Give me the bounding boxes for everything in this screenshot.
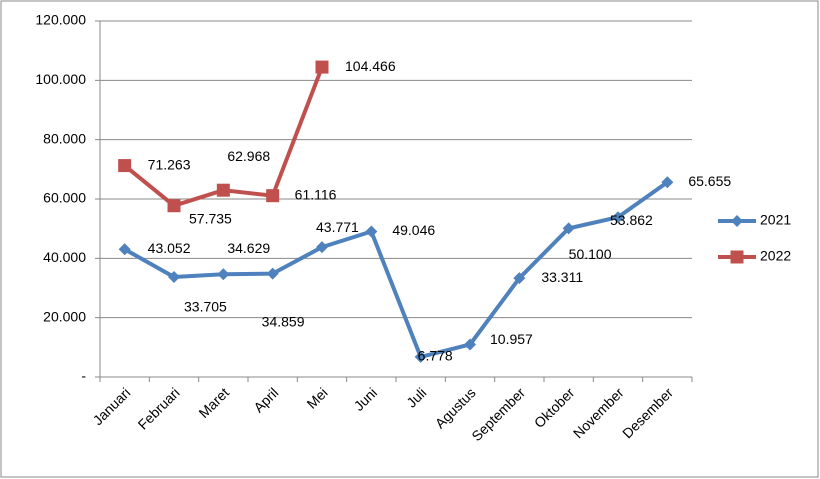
marker: [365, 225, 378, 238]
data-label: 6.778: [418, 348, 453, 364]
data-label: 104.466: [345, 58, 396, 74]
data-label: 33.705: [184, 299, 227, 315]
marker: [464, 338, 476, 351]
y-tick-label: 40.000: [43, 249, 86, 265]
legend-marker: [731, 215, 743, 227]
legend-label: 2022: [760, 248, 791, 264]
marker: [168, 271, 180, 284]
marker: [316, 241, 328, 254]
y-tick-label: 100.000: [35, 71, 86, 87]
marker: [216, 183, 230, 197]
data-label: 53.862: [610, 212, 653, 228]
y-tick-label: -: [81, 368, 86, 384]
legend-label: 2021: [760, 212, 791, 228]
marker: [612, 211, 624, 224]
marker: [167, 199, 181, 213]
legend-marker: [730, 250, 744, 264]
data-label: 61.116: [295, 186, 337, 202]
marker: [513, 272, 526, 285]
marker: [414, 350, 427, 363]
data-label: 34.629: [227, 240, 270, 256]
data-label: 57.735: [189, 210, 232, 226]
data-label: 65.655: [688, 173, 731, 189]
marker: [315, 60, 329, 74]
y-tick-label: 60.000: [43, 190, 86, 206]
data-label: 10.957: [490, 331, 533, 347]
data-label: 49.046: [392, 222, 435, 238]
data-label: 43.052: [148, 240, 191, 256]
marker: [266, 189, 280, 203]
data-label: 50.100: [569, 246, 612, 262]
data-label: 33.311: [541, 269, 583, 285]
marker: [661, 176, 674, 189]
series-line: [123, 180, 669, 359]
y-tick-label: 120.000: [35, 12, 86, 28]
marker: [118, 159, 132, 173]
marker: [562, 222, 575, 235]
y-tick-label: 20.000: [43, 308, 86, 324]
data-label: 71.263: [148, 156, 191, 172]
data-label: 43.771: [316, 219, 359, 235]
marker: [217, 268, 230, 281]
y-tick-label: 80.000: [43, 130, 86, 146]
marker: [118, 243, 131, 256]
marker: [266, 267, 279, 280]
data-label: 62.968: [227, 148, 270, 164]
data-label: 34.859: [262, 313, 305, 329]
